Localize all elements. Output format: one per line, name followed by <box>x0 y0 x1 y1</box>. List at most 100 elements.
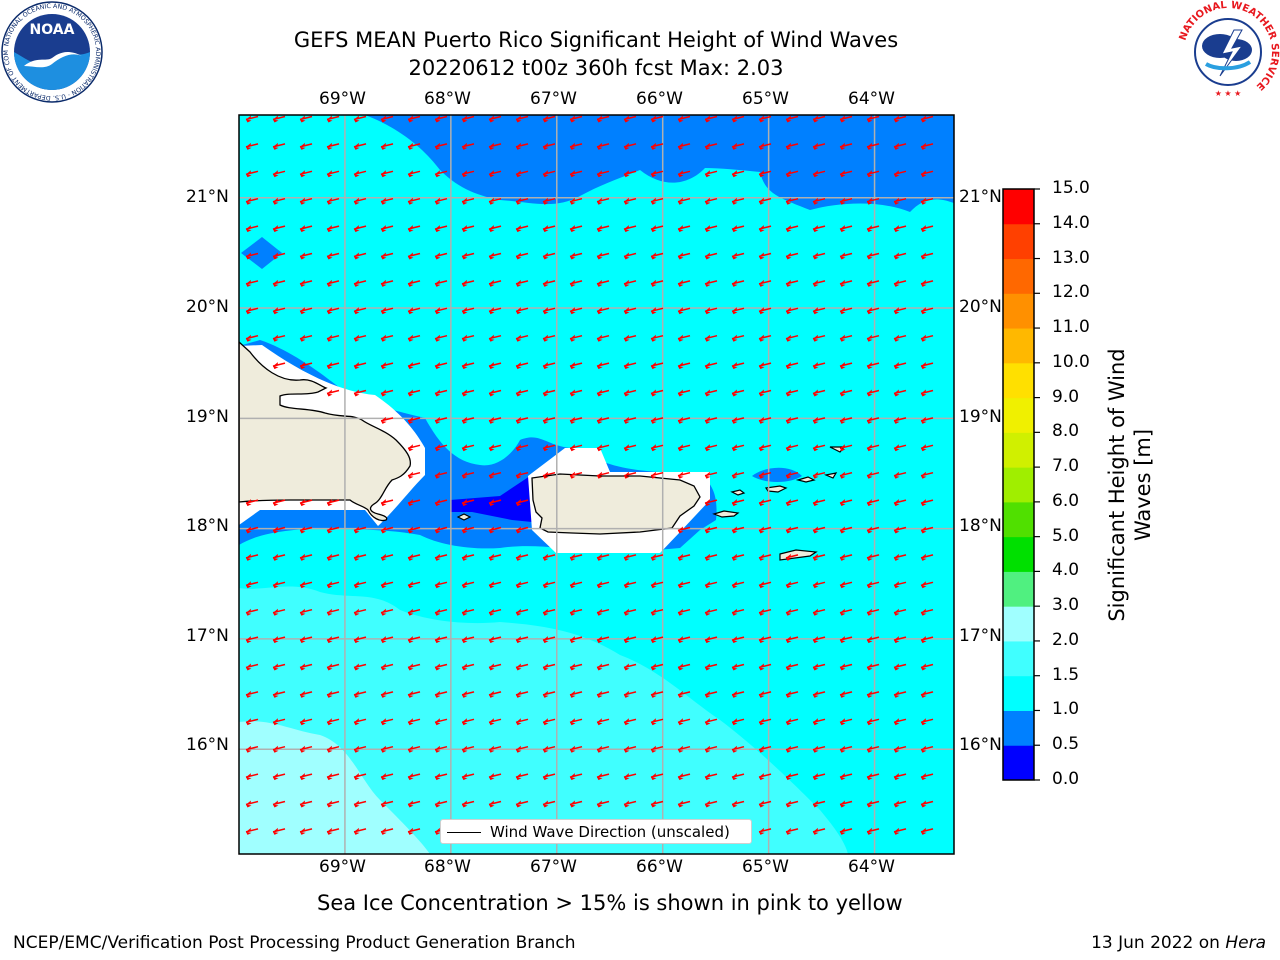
wind-wave-arrow <box>893 553 907 561</box>
wind-wave-arrow <box>434 800 448 808</box>
wind-wave-arrow <box>434 362 448 370</box>
wind-wave-arrow <box>866 471 880 479</box>
wind-wave-arrow <box>623 334 637 342</box>
wind-wave-arrow <box>569 416 583 424</box>
wind-wave-arrow <box>893 307 907 315</box>
wind-wave-arrow <box>920 389 934 397</box>
wind-wave-arrow <box>920 197 934 205</box>
wind-wave-arrow <box>623 279 637 287</box>
wind-wave-arrow <box>515 279 529 287</box>
wind-wave-arrow <box>299 800 313 808</box>
ocean-0-0.5-patch <box>450 476 532 522</box>
wind-wave-arrow <box>434 718 448 726</box>
hispaniola-landmass <box>239 341 412 522</box>
wind-wave-arrow <box>488 362 502 370</box>
wind-wave-arrow <box>839 745 853 753</box>
wind-wave-arrow <box>353 745 367 753</box>
wind-wave-arrow <box>677 279 691 287</box>
wind-wave-arrow <box>326 745 340 753</box>
wind-wave-arrow <box>353 553 367 561</box>
wind-wave-arrow <box>677 142 691 150</box>
wind-wave-arrow <box>569 142 583 150</box>
wind-wave-arrow <box>407 608 421 616</box>
wind-wave-arrow <box>785 444 799 452</box>
wind-wave-arrow <box>488 471 502 479</box>
wind-wave-arrow <box>353 389 367 397</box>
wind-wave-arrow <box>866 142 880 150</box>
lon-tick-bottom: 69°W <box>319 857 366 877</box>
wind-wave-arrow <box>542 115 556 123</box>
wind-wave-arrow <box>245 170 259 178</box>
wind-wave-arrow <box>434 416 448 424</box>
wind-wave-arrow <box>272 334 286 342</box>
wind-wave-arrow <box>569 252 583 260</box>
wind-wave-arrow <box>272 499 286 507</box>
wind-wave-arrow <box>434 526 448 534</box>
wind-wave-arrow <box>623 471 637 479</box>
wind-wave-arrow <box>785 334 799 342</box>
wind-wave-arrow <box>758 745 772 753</box>
colorbar-segment <box>1003 432 1034 468</box>
wind-wave-arrow <box>839 307 853 315</box>
wind-wave-arrow <box>569 773 583 781</box>
wind-wave-arrow <box>920 827 934 835</box>
wind-wave-arrow <box>515 553 529 561</box>
wind-wave-arrow <box>542 800 556 808</box>
wind-wave-arrow <box>596 608 610 616</box>
wind-wave-arrow <box>758 800 772 808</box>
lat-tick-right: 16°N <box>959 735 1002 755</box>
wind-wave-arrow <box>488 581 502 589</box>
wind-wave-arrow <box>569 608 583 616</box>
wind-wave-arrow <box>461 362 475 370</box>
wind-wave-arrow <box>677 197 691 205</box>
wind-wave-arrow <box>299 115 313 123</box>
wind-wave-arrow <box>812 471 826 479</box>
wind-wave-arrow <box>299 279 313 287</box>
wind-wave-arrow <box>245 773 259 781</box>
wind-wave-arrow <box>893 252 907 260</box>
lon-tick-top: 69°W <box>319 89 366 109</box>
wind-wave-arrow <box>839 553 853 561</box>
wind-wave-arrow <box>893 773 907 781</box>
wind-wave-arrow <box>623 362 637 370</box>
wind-wave-arrow <box>866 389 880 397</box>
wind-wave-arrow <box>434 444 448 452</box>
wind-wave-arrow <box>920 115 934 123</box>
wind-wave-arrow <box>650 389 664 397</box>
wind-wave-arrow <box>299 608 313 616</box>
wind-wave-arrow <box>515 745 529 753</box>
wind-wave-arrow <box>704 197 718 205</box>
wind-wave-arrow <box>785 115 799 123</box>
wind-wave-arrow <box>299 581 313 589</box>
wind-wave-arrow <box>758 526 772 534</box>
wind-wave-arrow <box>515 142 529 150</box>
wind-wave-arrow <box>758 362 772 370</box>
wind-wave-arrow <box>785 663 799 671</box>
ocean-0.5-1-band-north <box>365 115 954 212</box>
wind-wave-arrow <box>542 773 556 781</box>
footer-date-text: 13 Jun 2022 on <box>1091 933 1226 953</box>
wind-wave-arrow <box>758 690 772 698</box>
wind-wave-arrow <box>650 663 664 671</box>
wind-wave-arrow <box>245 827 259 835</box>
wind-wave-arrow <box>704 279 718 287</box>
wind-wave-arrow <box>434 142 448 150</box>
wind-wave-arrow <box>407 526 421 534</box>
wind-wave-arrow <box>650 115 664 123</box>
wind-wave-arrow <box>758 334 772 342</box>
wind-wave-arrow <box>353 636 367 644</box>
wind-wave-arrow <box>407 252 421 260</box>
wind-wave-arrow <box>461 471 475 479</box>
wind-wave-arrow <box>920 362 934 370</box>
wind-wave-arrow <box>866 307 880 315</box>
wind-wave-arrow <box>839 252 853 260</box>
wind-wave-arrow <box>920 225 934 233</box>
wind-wave-arrow <box>353 334 367 342</box>
wind-wave-arrow <box>488 279 502 287</box>
wind-wave-arrow <box>731 773 745 781</box>
wind-wave-arrow <box>569 663 583 671</box>
wind-wave-arrow <box>650 718 664 726</box>
wind-wave-arrow <box>569 690 583 698</box>
wind-wave-arrow <box>515 499 529 507</box>
wind-wave-arrow <box>920 471 934 479</box>
